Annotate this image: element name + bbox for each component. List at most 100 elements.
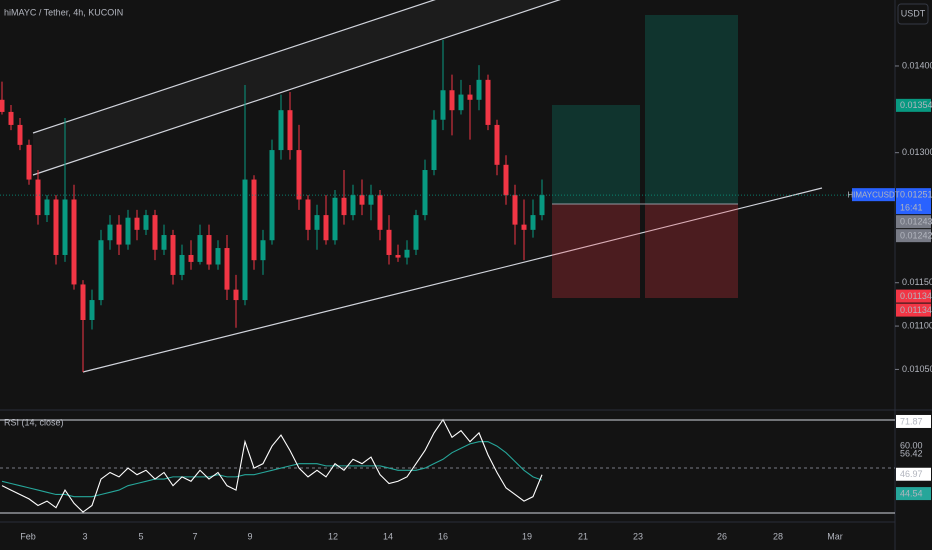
candle-body (251, 179, 257, 261)
currency-button[interactable] (897, 3, 929, 25)
price-tag-label: 0.01243 (900, 217, 932, 227)
candle-body (458, 94, 464, 111)
candle-body (269, 150, 275, 241)
target-zone[interactable] (552, 105, 640, 204)
x-tick-label: 3 (82, 531, 87, 541)
rsi-tag (896, 414, 931, 428)
price-tag-label: 0.01251 (900, 190, 932, 200)
candle-body (539, 195, 545, 216)
candle-body (224, 248, 230, 290)
channel-line (32, 0, 436, 134)
candle-body (278, 110, 284, 151)
candle-body (377, 195, 383, 230)
candle-body (476, 79, 482, 100)
rsi-axis-label: 71.87 (900, 416, 923, 426)
price-tag (896, 188, 931, 215)
x-tick-label: Feb (20, 531, 36, 541)
price-tag-label: 0.01134 (900, 291, 932, 301)
candle-body (305, 199, 311, 230)
x-tick-label: 9 (247, 531, 252, 541)
candle-body (296, 150, 302, 200)
candle-body (62, 199, 68, 255)
candle-body (350, 195, 356, 216)
candle-body (368, 195, 374, 205)
x-tick-label: 14 (383, 531, 393, 541)
candle-body (332, 197, 338, 241)
candle-body (440, 90, 446, 120)
price-tag (896, 215, 931, 229)
candle-body (89, 300, 95, 321)
candle-body (386, 229, 392, 255)
symbol-tag (852, 188, 895, 202)
candle-body (413, 215, 419, 250)
rsi-ma-line (1, 441, 543, 498)
candle-body (260, 240, 266, 261)
candle-body (152, 215, 158, 250)
candle-body (143, 215, 149, 230)
candle-body (431, 119, 437, 171)
candle-body (17, 124, 23, 145)
x-tick-label: 26 (717, 531, 727, 541)
candle-body (215, 248, 221, 265)
candle-body (494, 124, 500, 165)
candle-body (530, 215, 536, 230)
candle-body (512, 195, 518, 225)
candle-body (71, 199, 77, 285)
currency-label: USDT (901, 8, 926, 18)
candle-body (341, 197, 347, 216)
stop-zone[interactable] (645, 204, 738, 298)
price-tag (896, 289, 931, 303)
rsi-title: RSI (14, close) (4, 417, 64, 427)
candle-body (116, 224, 122, 245)
candle-body (395, 254, 401, 258)
candle-body (449, 90, 455, 111)
rsi-tag (896, 467, 931, 481)
candle-body (35, 179, 41, 216)
x-tick-label: 21 (578, 531, 588, 541)
x-tick-label: Mar (827, 531, 843, 541)
y-tick-label: 0.01150 (902, 277, 932, 287)
y-tick-label: 0.01100 (902, 320, 932, 330)
candle-body (26, 144, 32, 180)
price-tag-label: 0.01354 (900, 100, 932, 110)
dynamic-layer: 0.01400 0.01300 0.01150 0.01100 0.01050 0.013… (0, 39, 932, 541)
x-tick-label: 5 (138, 531, 143, 541)
price-tag-label: 0.01134 (900, 305, 932, 315)
rsi-axis-label: 44.54 (900, 488, 923, 498)
candle-body (179, 254, 185, 275)
y-tick-label: 0.01050 (902, 364, 932, 374)
candle-body (323, 215, 329, 241)
candle-body (107, 224, 113, 241)
candle-body (188, 254, 194, 262)
candle-body (503, 164, 509, 196)
x-tick-label: 12 (328, 531, 338, 541)
candle-body (467, 94, 473, 100)
channel-line (32, 0, 561, 176)
candle-body (242, 179, 248, 301)
target-zone[interactable] (645, 15, 738, 204)
candle-body (161, 235, 167, 250)
rsi-axis-label: 46.97 (900, 469, 923, 479)
candle-body (404, 249, 410, 258)
candle-body (422, 170, 428, 216)
price-tag (896, 303, 931, 317)
candle-body (44, 199, 50, 216)
rsi-axis-label: 56.42 (900, 448, 923, 458)
symbol-tag-label: HIMAYCUSDT (847, 190, 899, 199)
rsi-tag (896, 487, 931, 501)
candle-body (314, 215, 320, 230)
candle-body (98, 240, 104, 301)
candle-body (287, 110, 293, 151)
x-tick-label: 19 (522, 531, 532, 541)
candle-body (521, 224, 527, 230)
x-tick-label: 16 (438, 531, 448, 541)
x-tick-label: 28 (773, 531, 783, 541)
rsi-line (1, 418, 543, 513)
stop-zone[interactable] (552, 204, 640, 298)
candle-body (206, 235, 212, 265)
candle-body (197, 235, 203, 262)
price-tag (896, 229, 931, 243)
